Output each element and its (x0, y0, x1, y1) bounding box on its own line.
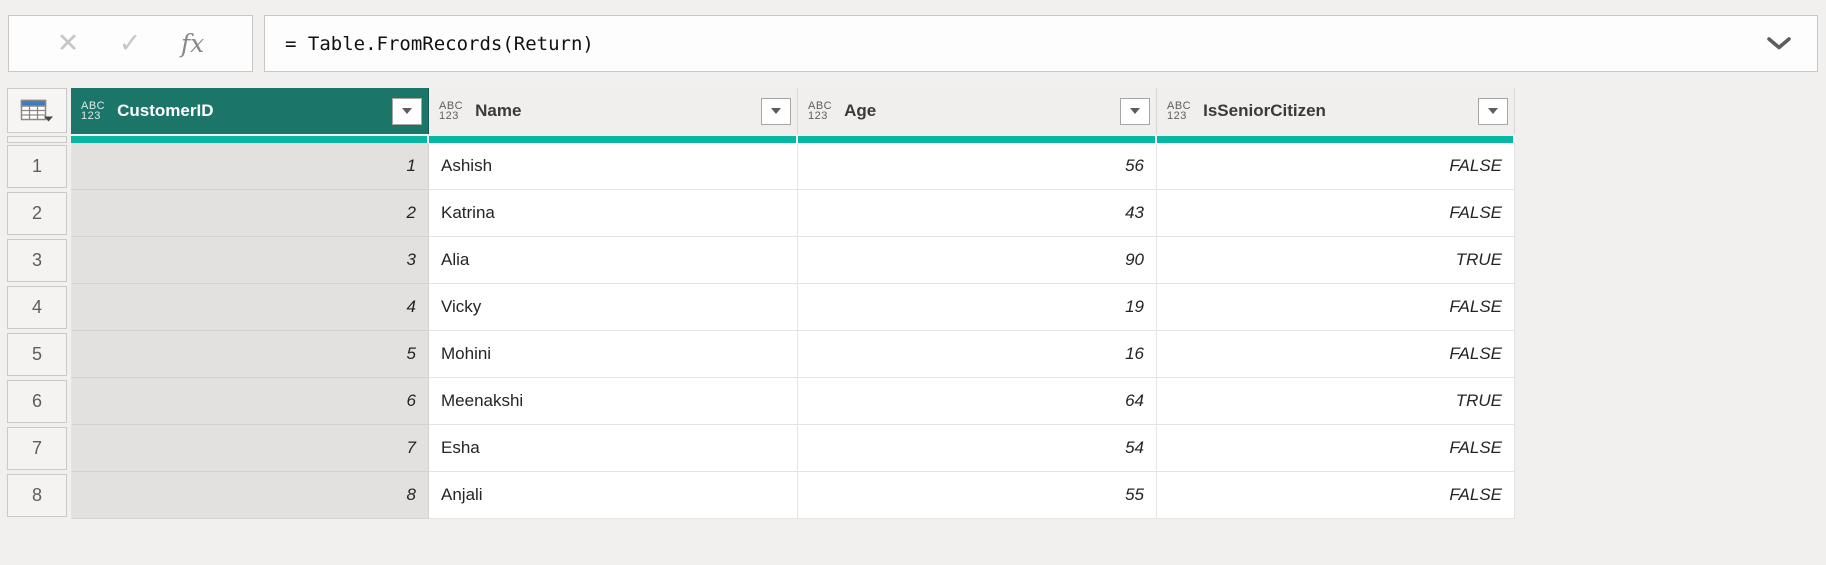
formula-input[interactable]: = Table.FromRecords(Return) (264, 15, 1818, 72)
commit-check-icon[interactable]: ✓ (118, 28, 142, 58)
filter-button[interactable] (392, 97, 422, 125)
table-row: 3 3 Alia 90 TRUE (7, 237, 1826, 284)
expand-formula-bar-button[interactable] (1761, 33, 1797, 54)
cell-customerid[interactable]: 6 (71, 378, 429, 425)
gutter-stub (7, 136, 67, 143)
row-number[interactable]: 2 (7, 192, 67, 235)
column-header-name[interactable]: ABC 123 Name (429, 88, 798, 134)
cell-name[interactable]: Anjali (429, 472, 798, 519)
cell-age[interactable]: 43 (798, 190, 1157, 237)
row-number[interactable]: 4 (7, 286, 67, 329)
cell-age[interactable]: 16 (798, 331, 1157, 378)
cell-isseniorcitizen[interactable]: FALSE (1157, 284, 1515, 331)
chevron-down-icon (1767, 37, 1791, 50)
cell-name[interactable]: Meenakshi (429, 378, 798, 425)
filter-button[interactable] (761, 97, 791, 125)
table-row: 1 1 Ashish 56 FALSE (7, 143, 1826, 190)
formula-bar: ✕ ✓ fx = Table.FromRecords(Return) (0, 0, 1826, 72)
filter-arrow-icon (1130, 108, 1140, 114)
column-header-label: Name (475, 101, 522, 120)
filter-arrow-icon (402, 108, 412, 114)
filter-button[interactable] (1120, 97, 1150, 125)
abc123-type-icon[interactable]: ABC 123 (808, 100, 833, 122)
cancel-icon[interactable]: ✕ (56, 28, 80, 58)
row-number[interactable]: 6 (7, 380, 67, 423)
cell-isseniorcitizen[interactable]: TRUE (1157, 378, 1515, 425)
abc123-type-icon[interactable]: ABC 123 (81, 100, 106, 122)
cell-age[interactable]: 19 (798, 284, 1157, 331)
abc123-type-icon[interactable]: ABC 123 (439, 100, 464, 122)
abc123-type-icon[interactable]: ABC 123 (1167, 100, 1192, 122)
table-icon (20, 99, 53, 121)
filter-button[interactable] (1478, 97, 1508, 125)
column-header-age[interactable]: ABC 123 Age (798, 88, 1157, 134)
table-row: 4 4 Vicky 19 FALSE (7, 284, 1826, 331)
filter-arrow-icon (1488, 108, 1498, 114)
grid-body: 1 1 Ashish 56 FALSE 2 2 Katrina 43 FALSE… (7, 143, 1826, 519)
row-number[interactable]: 3 (7, 239, 67, 282)
cell-isseniorcitizen[interactable]: FALSE (1157, 425, 1515, 472)
cell-customerid[interactable]: 2 (71, 190, 429, 237)
cell-age[interactable]: 56 (798, 143, 1157, 190)
accent-segment (429, 136, 798, 143)
cell-isseniorcitizen[interactable]: FALSE (1157, 190, 1515, 237)
table-row: 2 2 Katrina 43 FALSE (7, 190, 1826, 237)
cell-customerid[interactable]: 3 (71, 237, 429, 284)
cell-isseniorcitizen[interactable]: FALSE (1157, 143, 1515, 190)
filter-arrow-icon (771, 108, 781, 114)
grid-header-row: ABC 123 CustomerID ABC 123 Name ABC 123 (7, 88, 1826, 134)
row-number[interactable]: 7 (7, 427, 67, 470)
formula-toolbar: ✕ ✓ fx (8, 15, 253, 72)
cell-name[interactable]: Esha (429, 425, 798, 472)
cell-customerid[interactable]: 5 (71, 331, 429, 378)
accent-segment (1157, 136, 1515, 143)
fx-icon[interactable]: fx (180, 29, 205, 58)
accent-segment (798, 136, 1157, 143)
row-number[interactable]: 1 (7, 145, 67, 188)
cell-isseniorcitizen[interactable]: TRUE (1157, 237, 1515, 284)
cell-name[interactable]: Katrina (429, 190, 798, 237)
cell-customerid[interactable]: 8 (71, 472, 429, 519)
cell-name[interactable]: Ashish (429, 143, 798, 190)
cell-age[interactable]: 54 (798, 425, 1157, 472)
table-row: 6 6 Meenakshi 64 TRUE (7, 378, 1826, 425)
data-grid: ABC 123 CustomerID ABC 123 Name ABC 123 (7, 88, 1826, 519)
row-number[interactable]: 5 (7, 333, 67, 376)
cell-name[interactable]: Vicky (429, 284, 798, 331)
column-header-isseniorcitizen[interactable]: ABC 123 IsSeniorCitizen (1157, 88, 1515, 134)
table-menu-button[interactable] (7, 88, 67, 133)
cell-name[interactable]: Mohini (429, 331, 798, 378)
cell-customerid[interactable]: 4 (71, 284, 429, 331)
column-header-label: IsSeniorCitizen (1203, 101, 1326, 120)
table-row: 7 7 Esha 54 FALSE (7, 425, 1826, 472)
cell-age[interactable]: 90 (798, 237, 1157, 284)
cell-name[interactable]: Alia (429, 237, 798, 284)
column-header-label: CustomerID (117, 101, 214, 120)
cell-age[interactable]: 64 (798, 378, 1157, 425)
formula-text[interactable]: = Table.FromRecords(Return) (285, 32, 594, 55)
cell-customerid[interactable]: 7 (71, 425, 429, 472)
table-row: 8 8 Anjali 55 FALSE (7, 472, 1826, 519)
header-accent-line (7, 136, 1826, 143)
cell-customerid[interactable]: 1 (71, 143, 429, 190)
row-number[interactable]: 8 (7, 474, 67, 517)
cell-isseniorcitizen[interactable]: FALSE (1157, 331, 1515, 378)
cell-age[interactable]: 55 (798, 472, 1157, 519)
cell-isseniorcitizen[interactable]: FALSE (1157, 472, 1515, 519)
column-header-label: Age (844, 101, 877, 120)
column-header-customerid[interactable]: ABC 123 CustomerID (71, 88, 429, 134)
table-row: 5 5 Mohini 16 FALSE (7, 331, 1826, 378)
accent-segment (71, 136, 429, 143)
